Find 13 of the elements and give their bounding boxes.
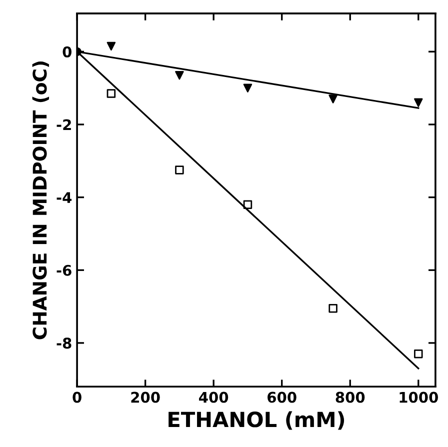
y-tick-label: -6 (56, 264, 72, 276)
x-tick-label: 600 (268, 392, 296, 403)
x-tick-label: 0 (72, 392, 82, 403)
y-tick-label: 0 (62, 46, 72, 58)
y-tick-label: -4 (56, 192, 72, 203)
y-axis-title: CHANGE IN MIDPOINT (oC) (32, 62, 50, 340)
x-tick-label: 200 (131, 392, 160, 403)
x-axis-title: ETHANOL (mM) (168, 411, 344, 430)
x-tick-label: 400 (199, 392, 228, 403)
y-tick-label: -8 (56, 338, 72, 349)
y-tick-label: -2 (56, 119, 71, 130)
x-tick-label: 800 (336, 392, 365, 403)
x-tick-label: 1000 (400, 392, 438, 403)
